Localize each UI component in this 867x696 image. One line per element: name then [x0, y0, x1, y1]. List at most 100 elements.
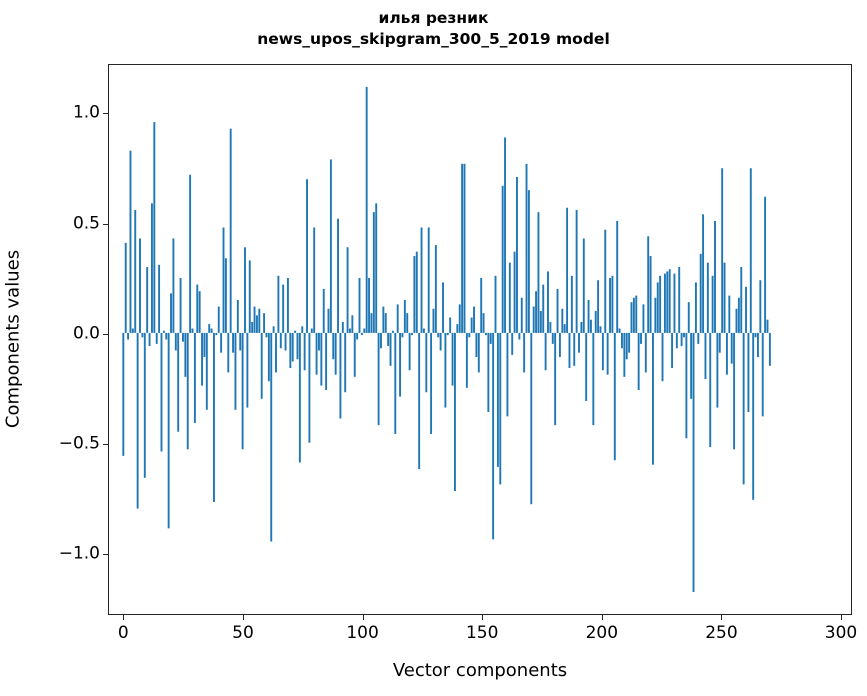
bar: [563, 324, 566, 333]
bar: [401, 332, 404, 338]
y-tick-mark: [103, 333, 109, 335]
bar: [656, 282, 659, 333]
bar: [232, 332, 235, 353]
bar: [430, 332, 433, 434]
bar: [578, 332, 580, 353]
bar: [611, 275, 614, 333]
bar: [408, 332, 411, 371]
bar: [690, 332, 693, 399]
bar: [131, 328, 134, 333]
bar: [356, 332, 359, 340]
bar: [155, 332, 158, 344]
bar: [301, 326, 304, 333]
bar: [714, 220, 716, 333]
bar: [215, 332, 218, 336]
bar: [561, 308, 564, 333]
bar: [494, 275, 497, 333]
bar: [759, 280, 762, 333]
bar: [241, 332, 244, 450]
bar: [566, 207, 569, 333]
bar: [322, 288, 325, 333]
bar: [177, 332, 180, 432]
bar: [380, 332, 382, 349]
bar: [642, 304, 645, 333]
bar: [286, 278, 289, 333]
bar: [375, 203, 378, 333]
bar: [480, 278, 483, 333]
bar: [167, 332, 170, 529]
y-tick-label: 0.5: [72, 213, 100, 234]
x-axis-label: Vector components: [392, 660, 568, 681]
bar: [224, 258, 227, 333]
plot-area: [109, 65, 851, 614]
bar: [735, 308, 738, 333]
bar: [582, 238, 585, 333]
bar: [737, 297, 740, 333]
bar: [239, 332, 242, 351]
bar: [609, 278, 611, 333]
bar: [630, 302, 633, 333]
bar: [663, 273, 666, 333]
bar: [365, 86, 368, 333]
bar: [437, 332, 440, 338]
x-tick-mark: [362, 614, 364, 620]
bar: [170, 293, 172, 333]
bar: [244, 247, 246, 333]
bar: [277, 275, 280, 333]
bar: [184, 332, 187, 377]
bar: [334, 332, 337, 375]
bar: [568, 332, 571, 369]
bar: [694, 282, 697, 333]
bar: [599, 326, 602, 333]
bar: [635, 295, 638, 333]
bar: [585, 332, 588, 401]
bar: [468, 332, 471, 338]
x-tick-label: 250: [705, 623, 738, 643]
bar: [234, 332, 237, 410]
bar: [439, 332, 442, 351]
bar: [745, 286, 747, 333]
bar: [162, 330, 165, 333]
bar: [153, 122, 156, 333]
bar: [740, 267, 743, 333]
y-axis-label: Components values: [2, 249, 24, 429]
bar: [198, 291, 201, 333]
bar: [573, 332, 576, 366]
bar: [310, 328, 313, 333]
bar: [632, 297, 635, 333]
bar: [263, 313, 266, 333]
bar: [360, 332, 363, 336]
bar: [616, 220, 619, 333]
bar: [434, 245, 437, 333]
bar: [620, 332, 623, 349]
bar: [446, 332, 449, 336]
bar: [139, 238, 141, 333]
bar: [465, 332, 468, 388]
bar: [296, 332, 299, 360]
y-tick-mark: [103, 444, 109, 446]
bar: [346, 247, 349, 333]
bar: [706, 262, 709, 333]
bar: [146, 267, 149, 333]
bar: [389, 332, 392, 366]
bar: [709, 332, 712, 448]
bar: [539, 310, 542, 333]
bar: [420, 227, 423, 333]
bar: [143, 332, 146, 478]
bar: [148, 332, 151, 347]
bar: [702, 214, 705, 333]
bar: [683, 332, 685, 338]
bar: [697, 332, 700, 344]
bar: [644, 332, 647, 373]
bar: [341, 321, 344, 333]
bar: [172, 238, 175, 333]
bar: [668, 269, 671, 333]
bar: [358, 278, 361, 333]
bar: [716, 332, 719, 408]
bar: [575, 209, 578, 333]
bar: [418, 332, 421, 470]
bar: [308, 332, 311, 443]
bar: [756, 332, 759, 358]
bar: [685, 332, 688, 439]
bar: [270, 332, 273, 542]
